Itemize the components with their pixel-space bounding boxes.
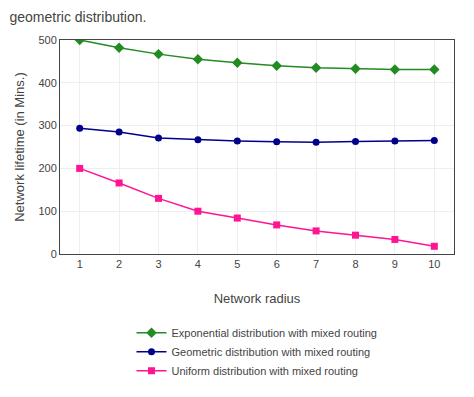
svg-text:6: 6	[274, 258, 280, 270]
svg-text:100: 100	[38, 205, 56, 217]
svg-text:Geometric distribution with mi: Geometric distribution with mixed routin…	[172, 346, 371, 358]
svg-text:geometric distribution.: geometric distribution.	[9, 9, 146, 25]
svg-text:400: 400	[38, 77, 56, 89]
svg-text:Exponential distribution with: Exponential distribution with mixed rout…	[172, 327, 377, 339]
svg-text:Uniform distribution with mixe: Uniform distribution with mixed routing	[172, 365, 358, 377]
svg-text:Network radius: Network radius	[214, 291, 301, 306]
svg-text:200: 200	[38, 162, 56, 174]
svg-text:3: 3	[155, 258, 161, 270]
svg-text:Network lifetime (in Mins.): Network lifetime (in Mins.)	[12, 72, 27, 222]
svg-text:2: 2	[116, 258, 122, 270]
svg-text:8: 8	[352, 258, 358, 270]
svg-text:5: 5	[234, 258, 240, 270]
svg-text:9: 9	[392, 258, 398, 270]
svg-text:4: 4	[195, 258, 201, 270]
svg-text:7: 7	[313, 258, 319, 270]
svg-text:10: 10	[428, 258, 440, 270]
svg-text:0: 0	[51, 248, 57, 260]
svg-text:300: 300	[38, 119, 56, 131]
svg-text:500: 500	[38, 34, 56, 46]
svg-text:1: 1	[77, 258, 83, 270]
